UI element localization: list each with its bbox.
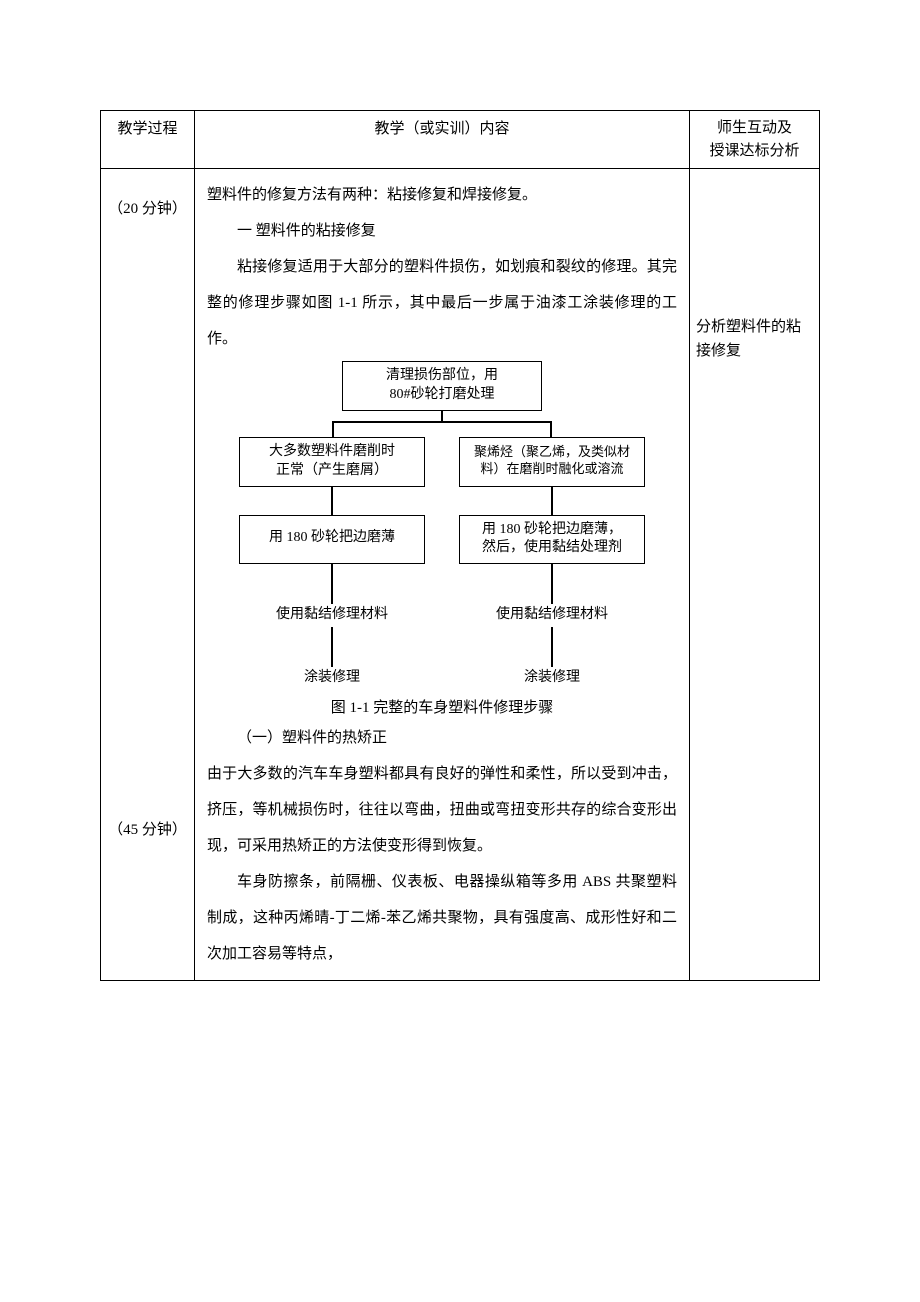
flow-box-3-l2: 料）在磨削时融化或溶流 — [480, 461, 623, 476]
flow-box-3-l1: 聚烯烃（聚乙烯，及类似材 — [474, 444, 630, 459]
flow-box-5: 用 180 砂轮把边磨薄， 然后，使用黏结处理剂 — [459, 515, 645, 565]
header-row: 教学过程 教学（或实训）内容 师生互动及 授课达标分析 — [101, 111, 820, 169]
header-col1: 教学过程 — [101, 111, 195, 169]
notes-column: 分析塑料件的粘接修复 — [690, 169, 820, 981]
flow-label-7: 使用黏结修理材料 — [459, 604, 645, 627]
flow-conn-2 — [207, 487, 677, 515]
flow-box-5-l2: 然后，使用黏结处理剂 — [482, 540, 622, 555]
para-6: 车身防擦条，前隔栅、仪表板、电器操纵箱等多用 ABS 共聚塑料制成，这种丙烯晴-… — [207, 864, 677, 972]
note-1: 分析塑料件的粘接修复 — [696, 315, 813, 363]
body-row: （20 分钟） （45 分钟） 塑料件的修复方法有两种：粘接修复和焊接修复。 一… — [101, 169, 820, 981]
notes-spacer — [696, 175, 813, 315]
para-5: 由于大多数的汽车车身塑料都具有良好的弹性和柔性，所以受到冲击，挤压，等机械损伤时… — [207, 756, 677, 864]
time-column: （20 分钟） （45 分钟） — [101, 169, 195, 981]
flow-label-9: 涂装修理 — [459, 667, 645, 690]
flow-conn-3 — [207, 564, 677, 604]
flow-conn-4 — [207, 627, 677, 667]
para-1: 塑料件的修复方法有两种：粘接修复和焊接修复。 — [207, 177, 677, 213]
flow-box-4: 用 180 砂轮把边磨薄 — [239, 515, 425, 565]
lesson-table: 教学过程 教学（或实训）内容 师生互动及 授课达标分析 （20 分钟） （45 … — [100, 110, 820, 981]
page-root: 教学过程 教学（或实训）内容 师生互动及 授课达标分析 （20 分钟） （45 … — [0, 0, 920, 1021]
flow-box-1-l2: 80#砂轮打磨处理 — [390, 387, 495, 402]
para-3: 粘接修复适用于大部分的塑料件损伤，如划痕和裂纹的修理。其完整的修理步骤如图 1-… — [207, 249, 677, 357]
flow-label-8: 涂装修理 — [239, 667, 425, 690]
flowchart: 清理损伤部位，用 80#砂轮打磨处理 大多数塑料件磨削时 正常（产生磨屑） — [207, 361, 677, 690]
header-col3-line2: 授课达标分析 — [709, 143, 799, 159]
flow-row-5: 涂装修理 涂装修理 — [207, 667, 677, 690]
para-4: （一）塑料件的热矫正 — [207, 720, 677, 756]
flow-box-1: 清理损伤部位，用 80#砂轮打磨处理 — [342, 361, 542, 411]
time-2: （45 分钟） — [102, 218, 193, 839]
flow-box-5-l1: 用 180 砂轮把边磨薄， — [482, 522, 622, 537]
flow-box-3: 聚烯烃（聚乙烯，及类似材 料）在磨削时融化或溶流 — [459, 437, 645, 487]
flow-box-2-l1: 大多数塑料件磨削时 — [269, 444, 395, 459]
flow-row-3: 用 180 砂轮把边磨薄 用 180 砂轮把边磨薄， 然后，使用黏结处理剂 — [207, 515, 677, 565]
flow-box-2-l2: 正常（产生磨屑） — [276, 463, 388, 478]
time-1: （20 分钟） — [102, 197, 193, 218]
header-col3: 师生互动及 授课达标分析 — [690, 111, 820, 169]
flow-box-2: 大多数塑料件磨削时 正常（产生磨屑） — [239, 437, 425, 487]
content-column: 塑料件的修复方法有两种：粘接修复和焊接修复。 一 塑料件的粘接修复 粘接修复适用… — [195, 169, 690, 981]
flow-row-4: 使用黏结修理材料 使用黏结修理材料 — [207, 604, 677, 627]
flow-row-1: 清理损伤部位，用 80#砂轮打磨处理 — [207, 361, 677, 411]
figure-caption: 图 1-1 完整的车身塑料件修理步骤 — [207, 696, 677, 720]
para-2: 一 塑料件的粘接修复 — [207, 213, 677, 249]
flow-row-2: 大多数塑料件磨削时 正常（产生磨屑） 聚烯烃（聚乙烯，及类似材 料）在磨削时融化… — [207, 437, 677, 487]
flow-box-4-text: 用 180 砂轮把边磨薄 — [269, 530, 395, 545]
flow-label-6: 使用黏结修理材料 — [239, 604, 425, 627]
header-col2: 教学（或实训）内容 — [195, 111, 690, 169]
header-col3-line1: 师生互动及 — [717, 120, 792, 136]
flow-box-1-l1: 清理损伤部位，用 — [386, 368, 498, 383]
flow-split-1 — [239, 411, 645, 437]
